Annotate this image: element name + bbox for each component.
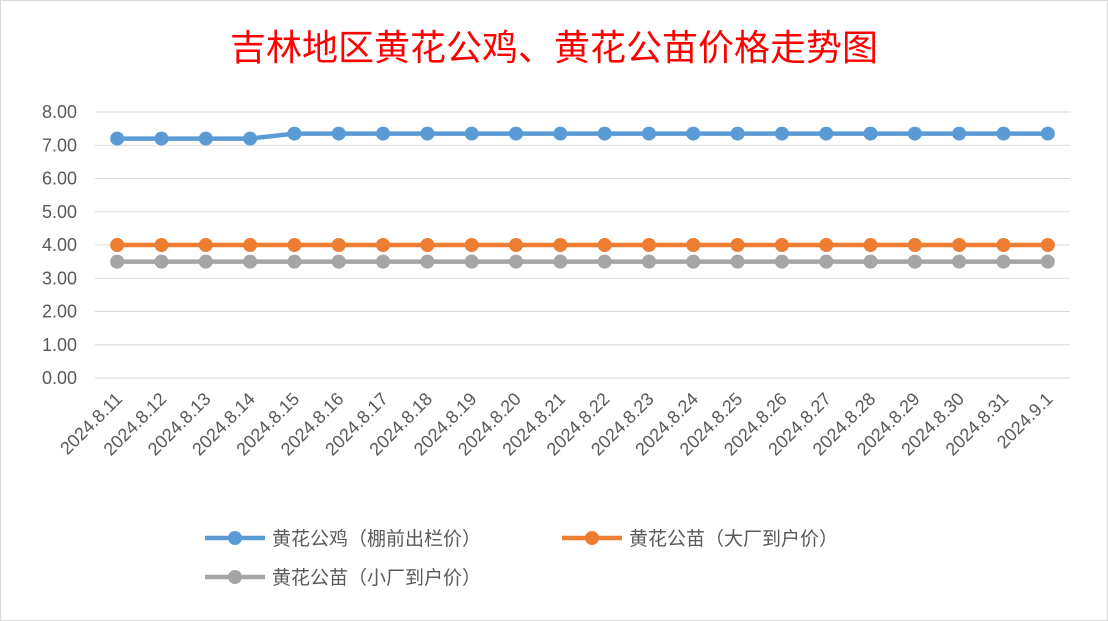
data-point — [774, 238, 789, 252]
data-point — [1040, 238, 1055, 252]
legend-swatch-marker — [228, 531, 242, 545]
data-point — [553, 238, 568, 252]
legend-label: 黄花公苗（大厂到户价） — [629, 528, 838, 550]
data-point — [774, 254, 789, 269]
data-point — [553, 126, 568, 141]
legend: 黄花公鸡（棚前出栏价） 黄花公苗（大厂到户价） 黄花公苗（小厂到户价） — [205, 528, 838, 589]
data-point — [243, 254, 258, 269]
data-point — [730, 238, 745, 252]
legend-item: 黄花公苗（小厂到户价） — [205, 567, 481, 589]
data-point — [287, 254, 302, 269]
series-line — [117, 131, 1048, 141]
data-point — [730, 126, 745, 141]
data-point — [553, 254, 568, 269]
data-point — [420, 126, 435, 141]
data-point — [198, 131, 213, 146]
data-point — [996, 238, 1011, 252]
data-point — [464, 126, 479, 141]
legend-label: 黄花公苗（小厂到户价） — [272, 567, 481, 589]
data-point — [464, 254, 479, 269]
data-point — [641, 126, 656, 141]
data-point — [110, 254, 125, 269]
y-tick-label: 4.00 — [42, 235, 77, 255]
data-point — [952, 254, 967, 269]
data-point — [154, 131, 169, 146]
y-tick-label: 2.00 — [42, 302, 77, 322]
data-point — [1040, 126, 1055, 141]
data-point — [907, 254, 922, 269]
data-point — [331, 126, 346, 141]
chart-title: 吉林地区黄花公鸡、黄花公苗价格走势图 — [230, 28, 878, 69]
data-point — [110, 131, 125, 146]
y-tick-label: 8.00 — [42, 102, 77, 122]
legend-swatch-marker — [228, 570, 242, 584]
data-point — [597, 254, 612, 269]
data-point — [509, 238, 524, 252]
data-point — [509, 126, 524, 141]
data-point — [464, 238, 479, 252]
data-point — [641, 254, 656, 269]
data-point — [376, 254, 391, 269]
data-point — [863, 254, 878, 269]
series-1 — [110, 126, 1055, 146]
legend-item: 黄花公苗（大厂到户价） — [562, 528, 838, 550]
data-point — [198, 238, 213, 252]
series-3 — [110, 254, 1055, 269]
legend-item: 黄花公鸡（棚前出栏价） — [205, 528, 481, 550]
data-point — [331, 254, 346, 269]
data-point — [996, 254, 1011, 269]
data-point — [243, 238, 258, 252]
data-point — [774, 126, 789, 141]
y-tick-label: 0.00 — [42, 368, 77, 388]
y-tick-label: 6.00 — [42, 169, 77, 189]
data-point — [331, 238, 346, 252]
data-point — [110, 238, 125, 252]
data-point — [819, 238, 834, 252]
data-point — [819, 254, 834, 269]
data-point — [243, 131, 258, 146]
legend-label: 黄花公鸡（棚前出栏价） — [272, 528, 481, 550]
data-point — [287, 126, 302, 141]
data-point — [686, 126, 701, 141]
data-point — [198, 254, 213, 269]
data-point — [509, 254, 524, 269]
data-point — [686, 238, 701, 252]
data-point — [154, 238, 169, 252]
legend-swatch-marker — [585, 531, 599, 545]
y-tick-label: 3.00 — [42, 268, 77, 288]
series-layer — [110, 126, 1055, 269]
data-point — [952, 238, 967, 252]
gridlines — [95, 111, 1070, 379]
data-point — [597, 126, 612, 141]
data-point — [597, 238, 612, 252]
data-point — [907, 126, 922, 141]
data-point — [686, 254, 701, 269]
data-point — [996, 126, 1011, 141]
y-axis-ticks: 0.00 1.00 2.00 3.00 4.00 5.00 6.00 7.00 8.00 — [42, 102, 77, 388]
data-point — [863, 238, 878, 252]
data-point — [376, 126, 391, 141]
y-tick-label: 5.00 — [42, 202, 77, 222]
x-axis-ticks: 2024.8.112024.8.122024.8.132024.8.142024… — [56, 389, 1057, 460]
data-point — [907, 238, 922, 252]
data-point — [863, 126, 878, 141]
data-point — [1040, 254, 1055, 269]
data-point — [819, 126, 834, 141]
y-tick-label: 1.00 — [42, 335, 77, 355]
data-point — [730, 254, 745, 269]
data-point — [420, 254, 435, 269]
data-point — [154, 254, 169, 269]
series-2 — [110, 238, 1055, 252]
data-point — [420, 238, 435, 252]
data-point — [952, 126, 967, 141]
data-point — [287, 238, 302, 252]
y-tick-label: 7.00 — [42, 135, 77, 155]
data-point — [376, 238, 391, 252]
data-point — [641, 238, 656, 252]
